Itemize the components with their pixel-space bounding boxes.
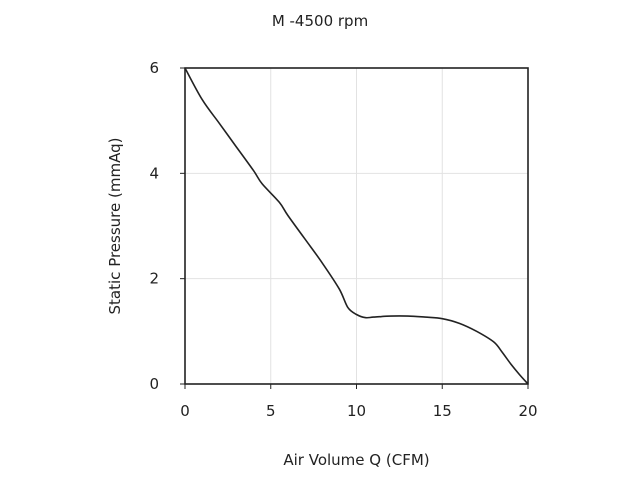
chart-title: M -4500 rpm [271,12,369,30]
grid [185,68,528,384]
x-tick-label: 20 [518,402,537,420]
series [184,67,529,385]
axis-ticks: 0 5 10 15 20 0 2 4 6 [149,59,537,420]
x-tick-label: 5 [266,402,276,420]
y-tick-label: 4 [149,164,159,182]
pq-curve-line [184,67,529,385]
x-axis-label: Air Volume Q (CFM) [283,451,430,469]
x-tick-label: 15 [433,402,452,420]
y-tick-label: 6 [149,59,159,77]
x-tick-label: 0 [180,402,190,420]
y-tick-label: 2 [149,270,159,288]
y-tick-label: 0 [149,375,159,393]
x-tick-label: 10 [347,402,366,420]
y-axis-label: Static Pressure (mmAq) [106,137,124,315]
